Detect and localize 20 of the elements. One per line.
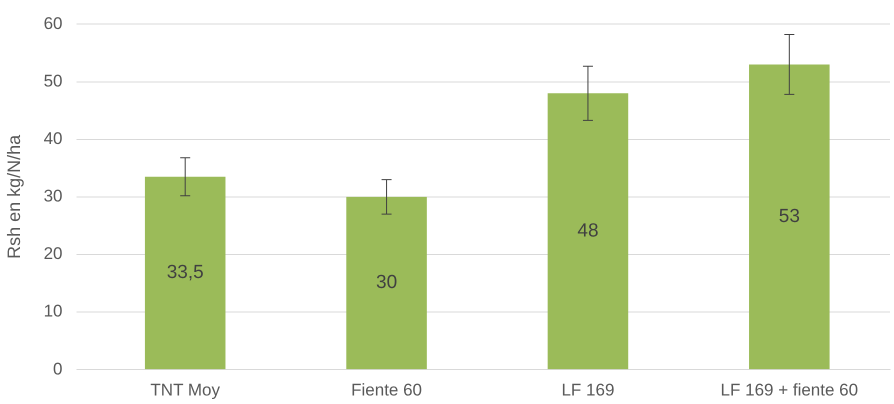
bar (144, 176, 226, 370)
y-tick-label: 40 (44, 129, 63, 148)
x-tick-label: LF 169 + fiente 60 (720, 380, 858, 400)
x-tick-label: Fiente 60 (351, 380, 422, 400)
bar (346, 196, 427, 370)
data-label: 33,5 (166, 262, 204, 284)
x-tick-label: TNT Moy (150, 380, 220, 400)
y-tick-label: 20 (44, 244, 63, 264)
data-label: 30 (376, 272, 398, 294)
y-axis-title: Rsh en kg/N/ha (4, 134, 24, 259)
bar (749, 64, 830, 370)
y-tick-label: 60 (44, 14, 63, 33)
x-tick-label: LF 169 (561, 380, 614, 400)
y-tick-label: 30 (44, 186, 63, 206)
bar (548, 93, 628, 370)
y-tick-label: 50 (44, 71, 63, 90)
data-label: 48 (577, 220, 599, 242)
data-label: 53 (778, 206, 800, 228)
y-tick-label: 10 (44, 302, 63, 321)
y-tick-label: 0 (53, 359, 63, 378)
